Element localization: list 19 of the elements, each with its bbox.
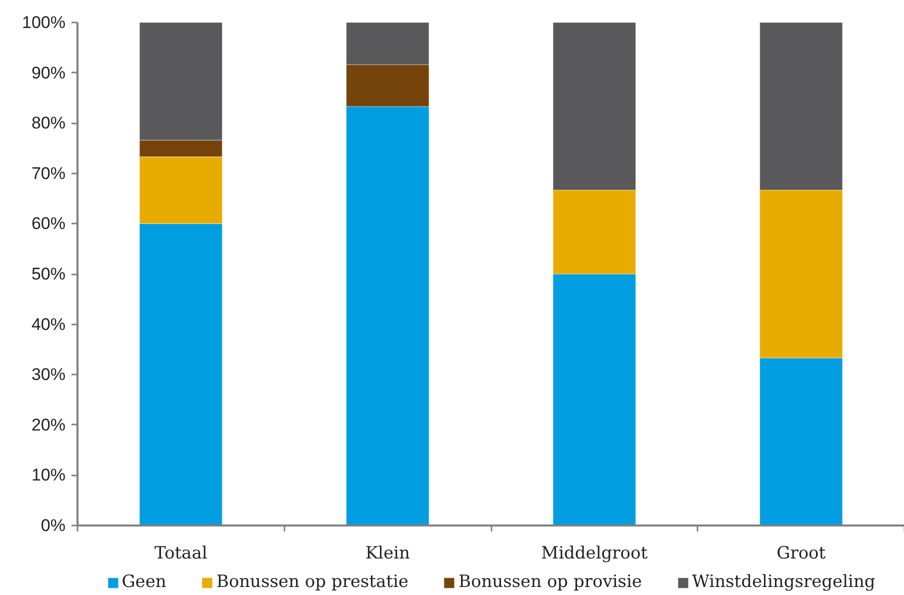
legend-label: Winstdelingsregeling	[692, 572, 876, 592]
y-tick-label: 40%	[31, 314, 66, 334]
y-tick-label: 50%	[31, 264, 66, 284]
y-tick-label: 10%	[31, 466, 66, 485]
legend-label: Bonussen op provisie	[458, 572, 642, 592]
y-tick-label: 80%	[31, 114, 66, 133]
y-tick-label: 70%	[31, 164, 66, 183]
x-tick-label: Groot	[776, 544, 826, 564]
y-tick-label: 30%	[31, 365, 66, 384]
y-tick-label: 100%	[22, 13, 66, 32]
y-tick-label: 90%	[31, 63, 66, 82]
x-tick-label: Totaal	[154, 544, 208, 564]
legend-label: Bonussen op prestatie	[216, 572, 408, 592]
y-tick-label: 20%	[31, 415, 66, 434]
x-tick-label: Middelgroot	[541, 544, 648, 564]
y-tick-label: 0%	[40, 516, 66, 535]
y-tick-label: 60%	[31, 214, 66, 234]
x-tick-label: Klein	[365, 544, 410, 564]
legend-label: Geen	[122, 572, 166, 592]
